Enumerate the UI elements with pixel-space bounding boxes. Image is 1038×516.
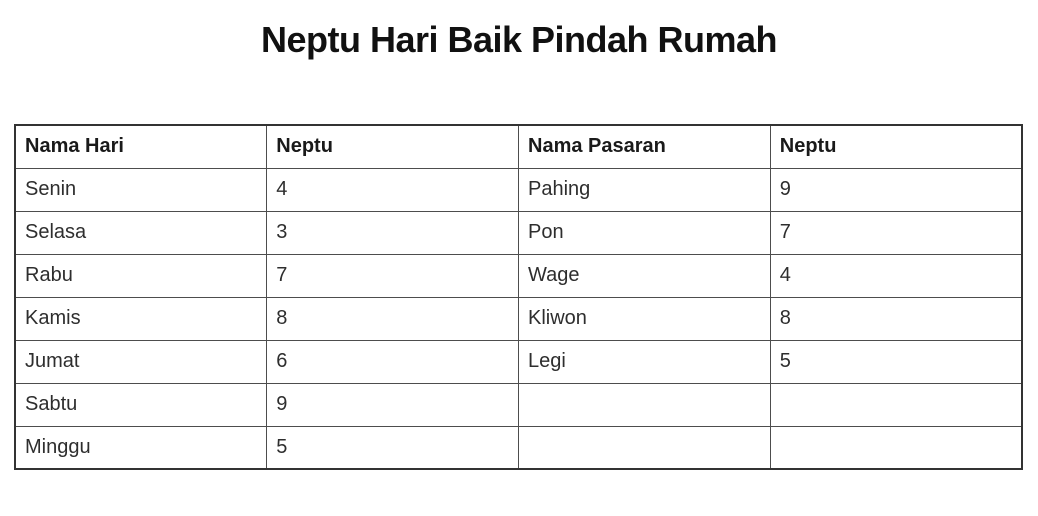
table-cell: 5 <box>769 339 1023 384</box>
table-cell: 4 <box>266 167 519 212</box>
table-row: Kamis 8 Kliwon 8 <box>14 296 1023 341</box>
table-cell <box>769 382 1023 427</box>
table-cell: Rabu <box>14 253 268 298</box>
column-header-1: Neptu <box>266 124 519 169</box>
page-title: Neptu Hari Baik Pindah Rumah <box>260 19 778 60</box>
table-cell: Sabtu <box>14 382 268 427</box>
table-cell <box>769 425 1023 470</box>
table-body: Senin 4 Pahing 9 Selasa 3 Pon 7 Rabu 7 Wage 4 Kamis 8… <box>14 167 1023 470</box>
table-cell: Legi <box>518 339 771 384</box>
table-cell: 3 <box>266 210 519 255</box>
table-cell: 8 <box>769 296 1023 341</box>
table-row: Rabu 7 Wage 4 <box>14 253 1023 298</box>
table-cell: Pahing <box>518 167 771 212</box>
table-cell: 8 <box>266 296 519 341</box>
table-cell: Wage <box>518 253 771 298</box>
table-row: Jumat 6 Legi 5 <box>14 339 1023 384</box>
table-cell <box>518 425 771 470</box>
table-cell: 9 <box>769 167 1023 212</box>
neptu-table: Nama Hari Neptu Nama Pasaran Neptu Senin 4 Pa… <box>14 124 1023 470</box>
table-cell: 5 <box>266 425 519 470</box>
table-row: Selasa 3 Pon 7 <box>14 210 1023 255</box>
table-cell: 9 <box>266 382 519 427</box>
table-cell: Minggu <box>14 425 268 470</box>
table-cell <box>518 382 771 427</box>
table-header: Nama Hari Neptu Nama Pasaran Neptu <box>14 124 1023 169</box>
column-header-0: Nama Hari <box>14 124 268 169</box>
table-cell: Selasa <box>14 210 268 255</box>
table-cell: 4 <box>769 253 1023 298</box>
column-header-2: Nama Pasaran <box>518 124 771 169</box>
table-cell: Kliwon <box>518 296 771 341</box>
table-cell: 6 <box>266 339 519 384</box>
table-cell: Jumat <box>14 339 268 384</box>
table-cell: 7 <box>769 210 1023 255</box>
table-row: Sabtu 9 <box>14 382 1023 427</box>
table-row: Senin 4 Pahing 9 <box>14 167 1023 212</box>
table-cell: Senin <box>14 167 268 212</box>
table-cell: 7 <box>266 253 519 298</box>
column-header-3: Neptu <box>769 124 1023 169</box>
table-cell: Kamis <box>14 296 268 341</box>
table-cell: Pon <box>518 210 771 255</box>
table-row: Minggu 5 <box>14 425 1023 470</box>
table-header-row: Nama Hari Neptu Nama Pasaran Neptu <box>14 124 1023 169</box>
